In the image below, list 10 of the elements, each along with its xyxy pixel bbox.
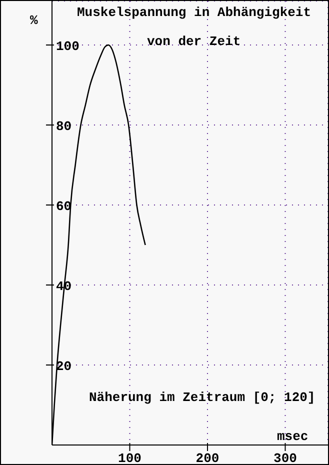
- x-tick-label: 300: [274, 451, 298, 465]
- text: von der Zeit: [147, 34, 241, 49]
- y-tick-label: 80: [56, 119, 72, 134]
- x-tick-label: 100: [118, 451, 142, 465]
- x-axis-title: msec: [277, 429, 308, 444]
- chart-title: Muskelspannung in Abhängigkeit: [77, 5, 312, 20]
- y-tick-label: 100: [56, 39, 80, 54]
- x-tick-label: 200: [196, 451, 220, 465]
- y-axis-title: %: [30, 13, 38, 28]
- annotation: Näherung im Zeitraum [0; 120]: [89, 390, 316, 405]
